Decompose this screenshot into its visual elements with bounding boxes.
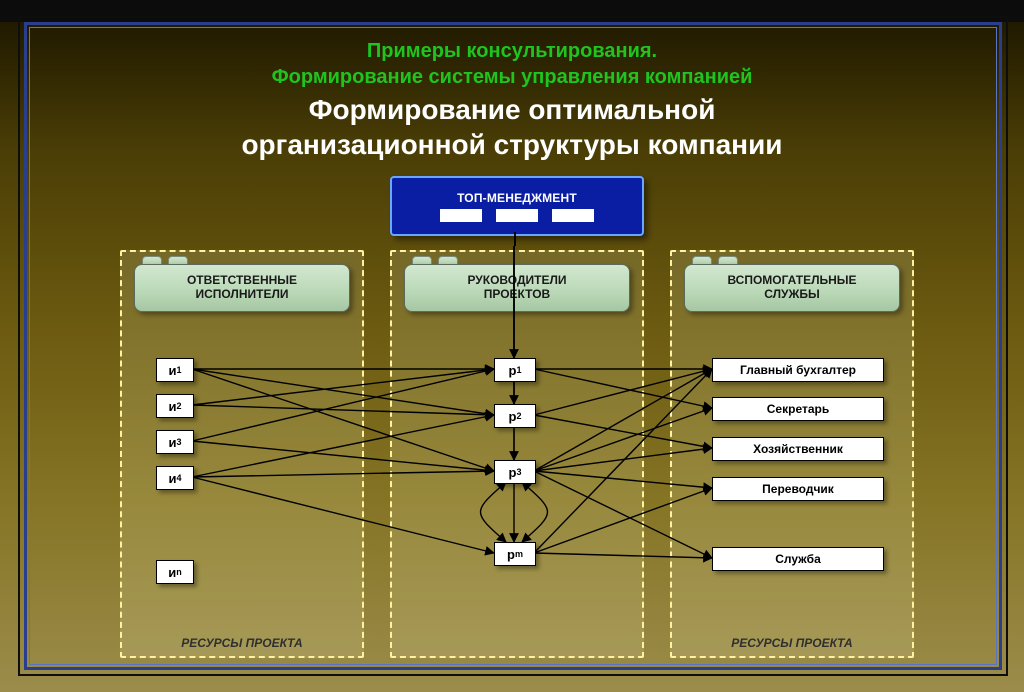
panel-header-leads: РУКОВОДИТЕЛИПРОЕКТОВ	[404, 264, 630, 312]
node-pm: pm	[494, 542, 536, 566]
node-r3: Хозяйственник	[712, 437, 884, 461]
node-r1: Главный бухгалтер	[712, 358, 884, 382]
top-management-slot	[552, 209, 594, 222]
top-management-box: ТОП-МЕНЕДЖМЕНТ	[390, 176, 644, 236]
node-p3: p3	[494, 460, 536, 484]
node-p1: p1	[494, 358, 536, 382]
top-management-slots	[440, 209, 594, 222]
panel-footer-executors: РЕСУРСЫ ПРОЕКТА	[122, 636, 362, 650]
node-r4: Переводчик	[712, 477, 884, 501]
node-r2: Секретарь	[712, 397, 884, 421]
node-p2: p2	[494, 404, 536, 428]
node-i2: и2	[156, 394, 194, 418]
node-i3: и3	[156, 430, 194, 454]
title-line-2: организационной структуры компании	[241, 129, 782, 160]
main-title: Формирование оптимальной организационной…	[0, 92, 1024, 162]
node-i1: и1	[156, 358, 194, 382]
title-line-1: Формирование оптимальной	[309, 94, 716, 125]
panel-header-executors: ОТВЕТСТВЕННЫЕИСПОЛНИТЕЛИ	[134, 264, 350, 312]
subtitle-1: Примеры консультирования.	[0, 40, 1024, 63]
panel-executors: ОТВЕТСТВЕННЫЕИСПОЛНИТЕЛИ РЕСУРСЫ ПРОЕКТА	[120, 250, 364, 658]
panel-footer-support: РЕСУРСЫ ПРОЕКТА	[672, 636, 912, 650]
node-r5: Служба	[712, 547, 884, 571]
top-management-slot	[440, 209, 482, 222]
panel-header-text: ВСПОМОГАТЕЛЬНЫЕСЛУЖБЫ	[727, 274, 856, 302]
node-in: иn	[156, 560, 194, 584]
slide-stage: Примеры консультирования. Формирование с…	[0, 0, 1024, 692]
top-management-label: ТОП-МЕНЕДЖМЕНТ	[457, 191, 577, 205]
panel-project-leads: РУКОВОДИТЕЛИПРОЕКТОВ	[390, 250, 644, 658]
panel-header-support: ВСПОМОГАТЕЛЬНЫЕСЛУЖБЫ	[684, 264, 900, 312]
panel-header-text: ОТВЕТСТВЕННЫЕИСПОЛНИТЕЛИ	[187, 274, 297, 302]
subtitle-2: Формирование системы управления компание…	[0, 66, 1024, 89]
node-i4: и4	[156, 466, 194, 490]
top-management-slot	[496, 209, 538, 222]
panel-header-text: РУКОВОДИТЕЛИПРОЕКТОВ	[467, 274, 566, 302]
